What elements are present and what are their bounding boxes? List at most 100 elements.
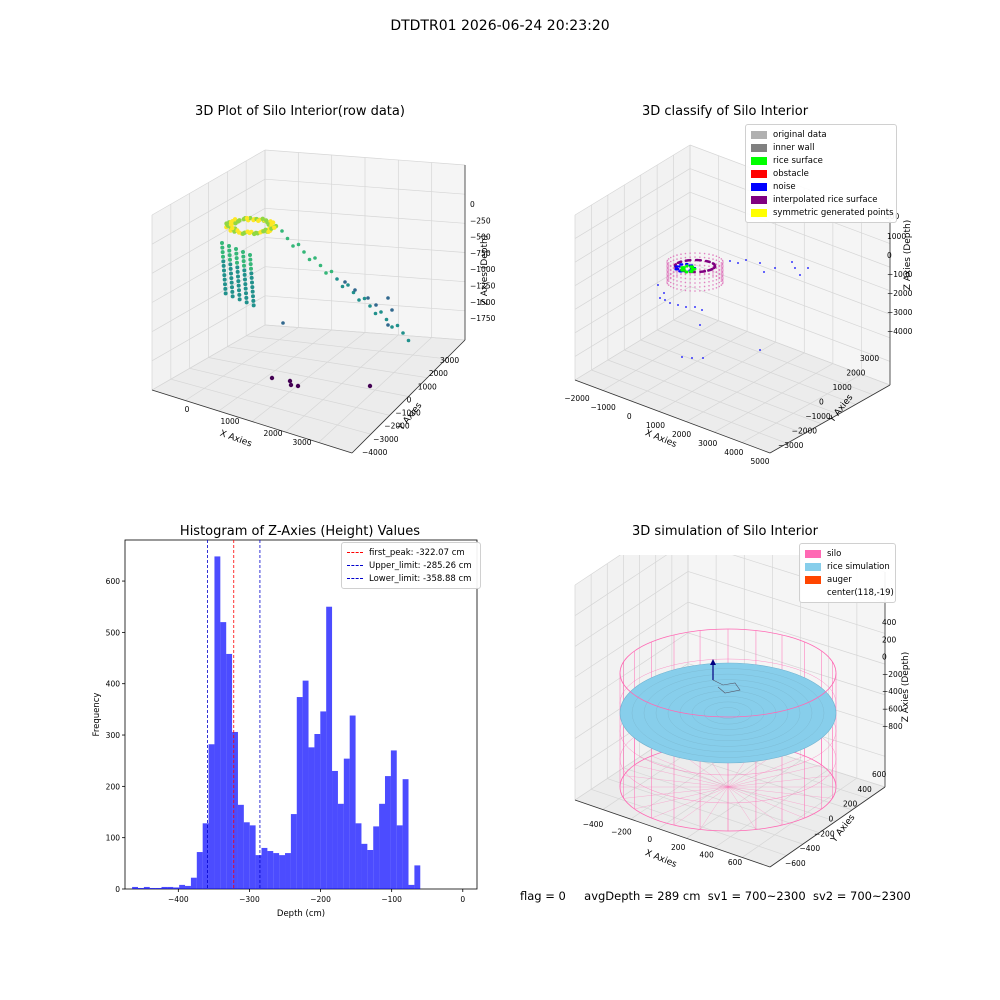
y-tick-label: −1000	[395, 409, 421, 418]
grid-line	[687, 632, 886, 696]
data-point	[676, 284, 678, 286]
data-point	[681, 356, 683, 358]
data-point	[228, 262, 233, 267]
data-point	[718, 256, 721, 259]
data-point	[227, 244, 231, 248]
data-point	[222, 277, 227, 282]
classify-legend-item: inner wall	[751, 141, 891, 154]
data-point	[234, 247, 238, 251]
z-axis-label: Z Axies (Depth)	[480, 235, 490, 306]
data-point	[699, 324, 701, 326]
x-tick-label: 0	[647, 835, 652, 844]
z-tick-label: −1250	[470, 282, 496, 291]
data-point	[699, 270, 702, 274]
data-point	[715, 255, 718, 258]
data-point	[721, 259, 724, 262]
data-point	[235, 228, 240, 233]
data-point	[666, 259, 669, 262]
data-point	[669, 260, 672, 263]
data-point	[694, 264, 696, 266]
data-point	[395, 323, 400, 328]
panel2-title: 3D classify of Silo Interior	[641, 104, 809, 119]
grid-line	[657, 329, 856, 405]
grid-line	[151, 149, 266, 216]
data-point	[679, 263, 683, 266]
rice-surface	[619, 662, 837, 764]
data-point	[666, 265, 668, 267]
data-point	[390, 308, 394, 312]
data-point	[689, 290, 691, 292]
data-point	[406, 338, 411, 343]
classify-legend-swatch	[751, 130, 767, 139]
data-point	[720, 264, 723, 266]
data-point	[703, 285, 706, 288]
data-point	[680, 284, 682, 287]
histogram-bar	[208, 744, 215, 889]
grid-line	[574, 601, 689, 678]
simulation-legend-item: silo	[805, 547, 890, 560]
data-point	[718, 264, 721, 267]
x-tick-label: 0	[627, 412, 632, 421]
grid-line	[574, 632, 689, 709]
data-point	[367, 383, 373, 389]
x-tick-label: 0	[460, 895, 465, 904]
x-tick-label: 5000	[750, 457, 769, 466]
rice-mesh	[715, 707, 741, 719]
grid-line	[574, 286, 691, 357]
data-point	[715, 267, 718, 270]
data-point	[718, 281, 721, 284]
data-point	[712, 258, 714, 260]
data-point	[691, 267, 695, 271]
grid-line	[151, 178, 266, 245]
data-point	[291, 244, 295, 248]
data-point	[703, 252, 706, 255]
grid-line	[574, 571, 689, 647]
data-point	[223, 282, 227, 287]
data-point	[691, 357, 693, 359]
histogram-bar	[373, 826, 380, 889]
grid-line	[574, 168, 691, 239]
z-tick-label: −250	[470, 216, 491, 225]
data-point	[701, 309, 703, 311]
data-point	[335, 277, 339, 281]
x-tick-label: 400	[699, 850, 714, 859]
histogram-bar	[302, 680, 309, 889]
data-point	[685, 264, 689, 268]
data-point	[699, 264, 701, 266]
classify-legend-swatch	[751, 195, 767, 204]
grid-line	[714, 363, 834, 433]
data-point	[702, 357, 704, 359]
silo-top	[619, 628, 837, 718]
data-point	[708, 253, 710, 256]
data-point	[229, 271, 233, 276]
classify-legend-item: obstacle	[751, 167, 891, 180]
data-point	[368, 304, 372, 308]
data-point	[657, 284, 659, 286]
center-trace	[712, 679, 741, 694]
histogram-bar	[243, 822, 250, 889]
data-point	[676, 265, 679, 268]
grid-line	[741, 777, 858, 858]
data-point	[715, 275, 718, 278]
data-point	[222, 268, 226, 273]
data-point	[249, 275, 254, 280]
z-axis-label: Z Axies (Depth)	[901, 652, 911, 723]
histogram-bar	[379, 803, 385, 889]
histogram-legend-line	[347, 578, 363, 579]
data-point	[230, 294, 235, 299]
data-point	[708, 284, 710, 287]
data-point	[708, 276, 710, 279]
floor-pane	[575, 310, 890, 453]
data-point	[346, 283, 350, 287]
histogram-legend-label: first_peak: -322.07 cm	[369, 547, 465, 558]
histogram-bar	[173, 887, 180, 889]
data-point	[229, 280, 234, 285]
data-point	[694, 290, 696, 292]
grid-line	[714, 768, 829, 849]
classify-legend-item: interpolated rice surface	[751, 193, 891, 206]
data-point	[221, 263, 226, 268]
histogram-bar	[273, 853, 280, 889]
data-point	[721, 267, 724, 270]
histogram-chart: −400 −300 −200 −100 0 0 100 200 300 400 500 600 Dept…	[92, 539, 478, 919]
data-point	[234, 251, 239, 256]
